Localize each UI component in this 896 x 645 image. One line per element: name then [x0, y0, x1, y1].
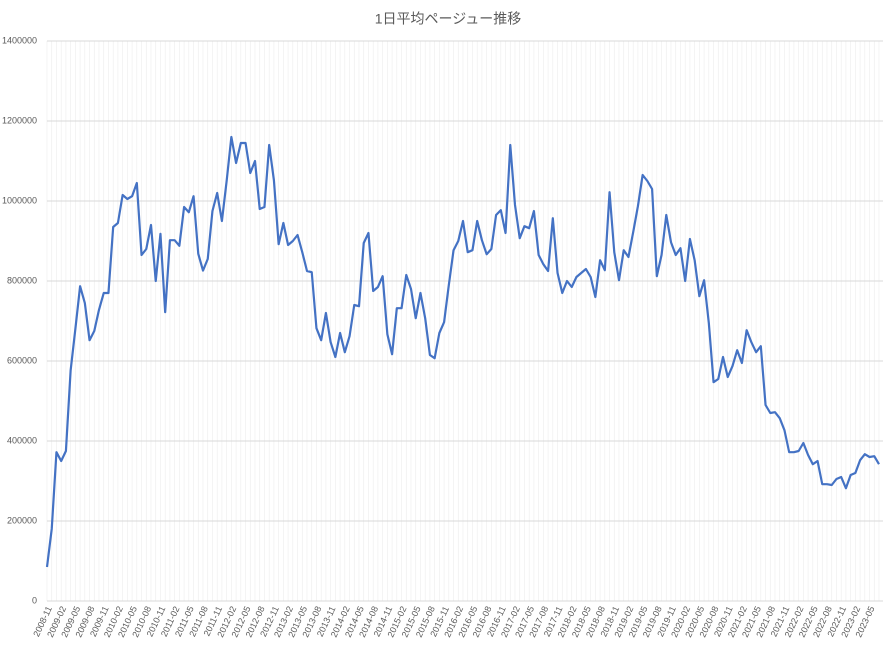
- chart-title: 1日平均ページュー推移: [375, 11, 522, 27]
- y-tick-label: 800000: [7, 275, 37, 285]
- y-tick-label: 1200000: [2, 115, 37, 125]
- y-tick-label: 400000: [7, 435, 37, 445]
- y-tick-label: 200000: [7, 515, 37, 525]
- y-tick-label: 0: [32, 595, 37, 605]
- y-tick-label: 1000000: [2, 195, 37, 205]
- y-tick-label: 600000: [7, 355, 37, 365]
- line: [45, 135, 880, 568]
- y-tick-label: 1400000: [2, 35, 37, 45]
